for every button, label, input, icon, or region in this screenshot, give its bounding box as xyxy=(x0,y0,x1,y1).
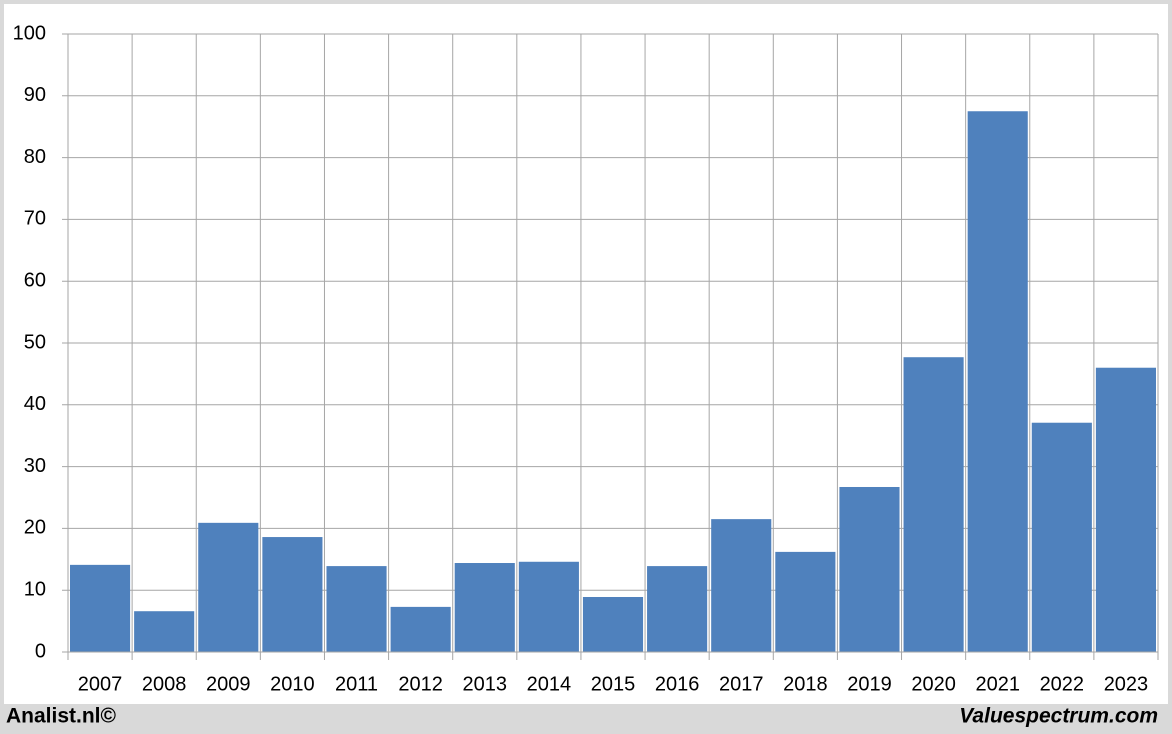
y-tick-label: 70 xyxy=(24,208,46,230)
x-tick-label: 2014 xyxy=(527,673,572,695)
bar xyxy=(390,606,451,652)
bar xyxy=(839,486,900,652)
bar xyxy=(903,357,964,652)
bar xyxy=(775,551,836,652)
x-tick-label: 2009 xyxy=(206,673,251,695)
x-tick-label: 2013 xyxy=(463,673,508,695)
x-tick-label: 2011 xyxy=(335,673,378,695)
x-tick-label: 2007 xyxy=(78,673,123,695)
x-tick-label: 2017 xyxy=(719,673,764,695)
y-tick-label: 40 xyxy=(24,393,46,415)
bar xyxy=(582,596,644,652)
x-tick-label: 2023 xyxy=(1104,673,1149,695)
bar xyxy=(647,566,708,652)
x-tick-label: 2015 xyxy=(591,673,636,695)
bar xyxy=(262,537,323,652)
bar xyxy=(1095,367,1156,652)
y-tick-label: 20 xyxy=(24,517,46,539)
y-tick-label: 80 xyxy=(24,146,46,168)
x-tick-label: 2022 xyxy=(1040,673,1085,695)
bar xyxy=(70,564,131,652)
bar xyxy=(134,611,195,652)
footer-right: Valuespectrum.com xyxy=(959,705,1158,728)
bar xyxy=(454,563,515,652)
y-tick-label: 60 xyxy=(24,269,46,291)
bar xyxy=(1031,422,1092,652)
y-tick-label: 30 xyxy=(24,455,46,477)
x-tick-label: 2019 xyxy=(847,673,892,695)
bar xyxy=(967,111,1028,652)
x-tick-label: 2018 xyxy=(783,673,828,695)
bar xyxy=(518,561,579,652)
bar xyxy=(711,519,772,652)
x-tick-label: 2016 xyxy=(655,673,700,695)
bar xyxy=(198,522,259,652)
bar xyxy=(326,566,387,652)
y-tick-label: 10 xyxy=(24,578,46,600)
footer-left: Analist.nl© xyxy=(6,705,117,728)
x-tick-label: 2010 xyxy=(270,673,315,695)
y-tick-label: 100 xyxy=(13,22,46,44)
y-tick-label: 0 xyxy=(35,640,46,662)
x-tick-label: 2008 xyxy=(142,673,187,695)
x-tick-label: 2020 xyxy=(911,673,956,695)
x-tick-label: 2012 xyxy=(398,673,443,695)
y-tick-label: 50 xyxy=(24,331,46,353)
x-tick-label: 2021 xyxy=(975,673,1020,695)
y-tick-label: 90 xyxy=(24,84,46,106)
